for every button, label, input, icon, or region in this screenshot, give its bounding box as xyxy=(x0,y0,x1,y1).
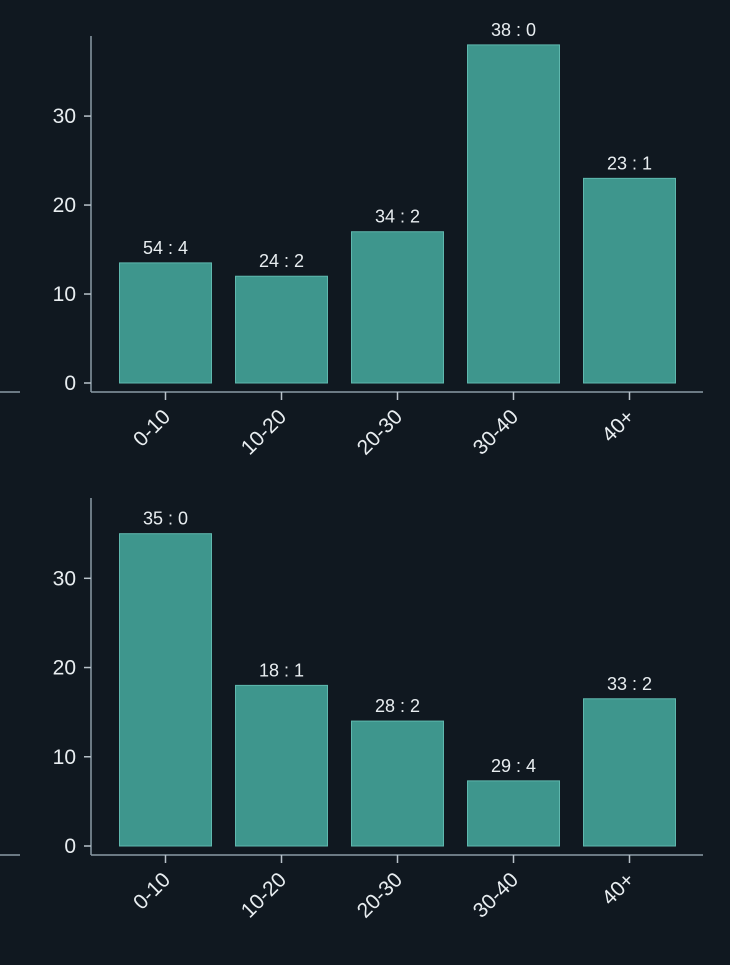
bar-30-40 xyxy=(467,44,560,384)
data-label: 18 : 1 xyxy=(259,660,304,680)
x-tick-label: 30-40 xyxy=(469,405,523,459)
bar-40+ xyxy=(583,698,676,847)
y-tick-label: 10 xyxy=(53,283,76,306)
bar-10-20 xyxy=(235,275,328,384)
data-label: 28 : 2 xyxy=(375,696,420,716)
data-label: 29 : 4 xyxy=(491,756,536,776)
y-tick-label: 0 xyxy=(64,835,76,858)
data-label: 33 : 2 xyxy=(607,674,652,694)
bar-40+ xyxy=(583,177,676,384)
bar-chart-1: 0 10 20 30 54 : 4 0-10 24 : 2 10-20 34 : 2 20-30 3… xyxy=(0,20,703,460)
bar-0-10 xyxy=(119,533,212,847)
data-label: 34 : 2 xyxy=(375,207,420,227)
x-tick-label: 10-20 xyxy=(237,868,291,922)
y-tick-label: 20 xyxy=(53,657,76,680)
x-tick-label: 30-40 xyxy=(469,868,523,922)
y-tick-label: 30 xyxy=(53,567,76,590)
charts-root: 0 10 20 30 54 : 4 0-10 24 : 2 10-20 34 : 2 20-30 3… xyxy=(0,20,703,923)
data-label: 35 : 0 xyxy=(143,509,188,529)
bar-30-40 xyxy=(467,780,560,847)
x-tick-label: 10-20 xyxy=(237,405,291,459)
bar-10-20 xyxy=(235,684,328,847)
x-tick-label: 20-30 xyxy=(353,405,407,459)
x-tick-label: 0-10 xyxy=(129,405,175,451)
data-label: 38 : 0 xyxy=(491,20,536,40)
bar-chart-2: 0 10 20 30 35 : 0 0-10 18 : 1 10-20 28 : 2 20-30 2… xyxy=(0,498,703,923)
y-tick-label: 10 xyxy=(53,746,76,769)
bar-0-10 xyxy=(119,262,212,384)
bar-20-30 xyxy=(351,720,444,847)
data-label: 54 : 4 xyxy=(143,238,188,258)
bar-20-30 xyxy=(351,231,444,384)
x-tick-label: 0-10 xyxy=(129,868,175,914)
data-label: 24 : 2 xyxy=(259,251,304,271)
x-tick-label: 40+ xyxy=(598,868,639,909)
x-tick-label: 40+ xyxy=(598,405,639,446)
y-tick-label: 0 xyxy=(64,372,76,395)
x-tick-label: 20-30 xyxy=(353,868,407,922)
data-label: 23 : 1 xyxy=(607,153,652,173)
y-tick-label: 30 xyxy=(53,105,76,128)
y-tick-label: 20 xyxy=(53,194,76,217)
